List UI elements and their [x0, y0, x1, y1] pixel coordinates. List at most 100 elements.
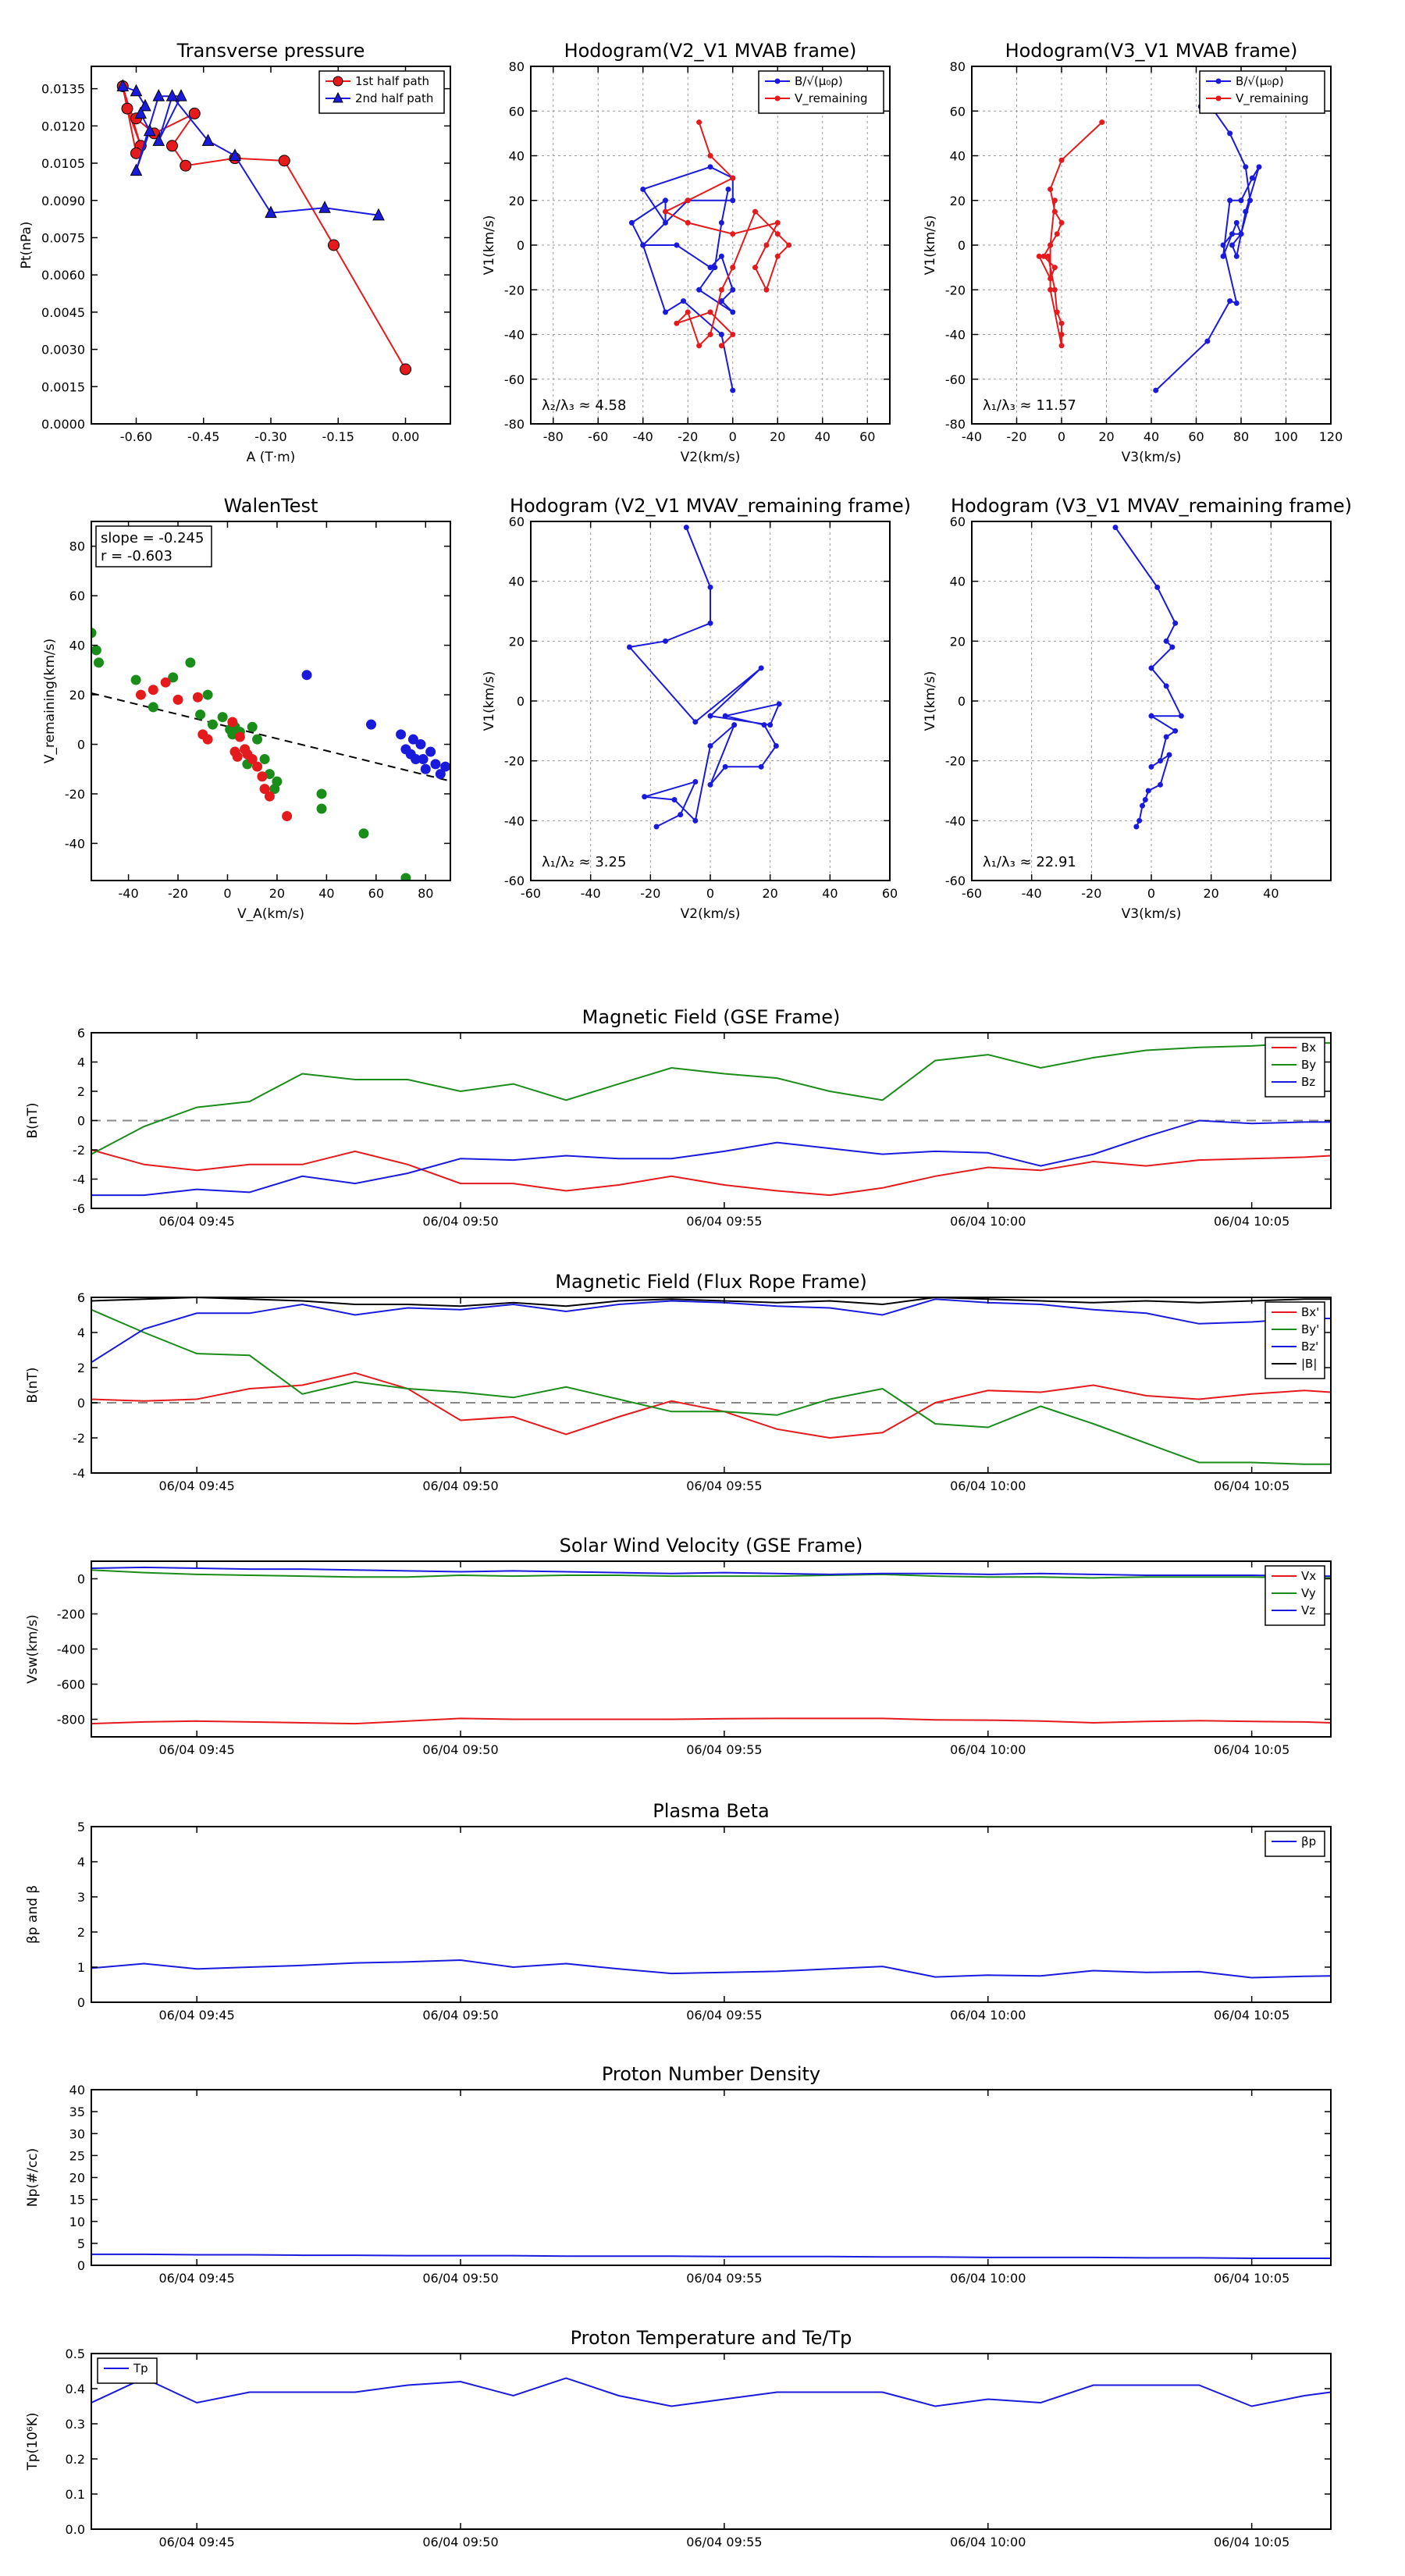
plot-area — [91, 1042, 1331, 1197]
legend: Bx' By' Bz' |B| — [1264, 1301, 1325, 1379]
data-point — [1249, 175, 1255, 181]
series-line — [91, 1959, 1331, 1979]
x-axis-label: V3(km/s) — [1122, 450, 1182, 465]
plot-frame — [91, 1560, 1332, 1738]
data-point — [707, 153, 713, 158]
data-point — [730, 332, 736, 337]
x-tick-label: 20 — [762, 886, 777, 901]
scatter-point — [130, 674, 141, 685]
chart-10: Proton Number Density 06/04 09:45 06/04 09… — [25, 2063, 1332, 2286]
series-Vz — [91, 1566, 1331, 1578]
data-point — [707, 164, 713, 170]
y-tick-label: 0 — [958, 238, 966, 253]
y-tick-label: 2 — [77, 1361, 85, 1375]
scatter-point — [252, 761, 263, 772]
data-point — [1048, 286, 1054, 293]
data-point — [1045, 253, 1051, 259]
y-tick-label: 1 — [77, 1960, 85, 1975]
legend: Vx Vy Vz — [1264, 1565, 1325, 1626]
y-axis-label: B(nT) — [25, 1102, 41, 1138]
scatter-point — [232, 751, 243, 762]
data-point — [642, 794, 648, 800]
x-tick-label: 06/04 09:55 — [686, 2271, 762, 2286]
chart-title: Hodogram (V2_V1 MVAV_remaining frame) — [510, 495, 911, 517]
y-tick-label: 6 — [77, 1290, 85, 1305]
data-point — [165, 89, 179, 101]
y-tick-label: 0.0015 — [41, 379, 85, 394]
x-tick-label: 06/04 09:55 — [686, 1478, 762, 1493]
legend-box — [758, 70, 884, 114]
y-axis-label: V1(km/s) — [923, 671, 938, 731]
annotation-box — [95, 525, 212, 568]
data-point — [718, 332, 724, 337]
scatter-point — [91, 645, 101, 656]
chart-3: WalenTest -40 -20 0 20 40 60 80 -40 -20 0 20 40 60 80 V… — [42, 495, 451, 922]
data-point — [663, 208, 668, 215]
legend-marker — [1215, 95, 1222, 101]
data-point — [278, 155, 290, 167]
x-tick-label: 60 — [882, 886, 898, 901]
data-point — [139, 98, 151, 112]
series-line — [628, 527, 781, 827]
x-axis-label: V2(km/s) — [681, 450, 741, 465]
x-tick-label: 40 — [815, 429, 831, 444]
data-point — [1172, 620, 1179, 626]
series-0 — [91, 2253, 1331, 2259]
data-point — [692, 817, 699, 824]
data-point — [121, 102, 133, 115]
scatter-point — [358, 828, 369, 839]
plot-frame — [91, 521, 451, 881]
x-tick-label: 06/04 10:05 — [1214, 1478, 1289, 1493]
chart-title: Hodogram(V2_V1 MVAB frame) — [564, 40, 857, 62]
y-axis-label: Np(#/cc) — [25, 2148, 41, 2207]
data-point — [707, 781, 713, 788]
data-point — [707, 332, 713, 337]
x-tick-label: 20 — [1203, 886, 1218, 901]
y-tick-label: 25 — [69, 2148, 85, 2163]
scatter-point — [207, 719, 218, 730]
scatter-point — [91, 628, 97, 639]
legend-label: By — [1301, 1058, 1316, 1072]
y-tick-label: 40 — [69, 2083, 85, 2097]
scatter-point — [316, 803, 327, 814]
x-tick-label: 06/04 09:50 — [422, 2271, 498, 2286]
data-point — [692, 719, 699, 725]
x-tick-label: 06/04 09:45 — [158, 2535, 234, 2549]
scatter-point — [148, 702, 158, 713]
data-point — [730, 309, 736, 315]
y-tick-label: 4 — [77, 1055, 85, 1070]
plot-frame — [971, 66, 1332, 425]
y-axis-label: V_remaining(km/s) — [42, 639, 58, 763]
data-point — [1058, 320, 1065, 326]
annotation-line: slope = -0.245 — [101, 530, 204, 546]
y-tick-label: 60 — [950, 514, 966, 529]
x-tick-label: -40 — [119, 886, 139, 901]
y-tick-label: 0 — [77, 1995, 85, 2010]
series-Bx — [91, 1149, 1331, 1197]
legend-label: Bx — [1301, 1041, 1316, 1055]
data-point — [707, 584, 713, 590]
y-tick-label: 0.0120 — [41, 119, 85, 133]
data-point — [663, 197, 668, 204]
chart-title: Hodogram (V3_V1 MVAV_remaining frame) — [951, 495, 1352, 517]
plot-frame — [91, 2353, 1332, 2530]
scatter-point — [282, 811, 293, 822]
data-point — [1048, 186, 1054, 192]
scatter-point — [415, 739, 426, 750]
annotation-text: λ₁/λ₃ ≈ 11.57 — [983, 397, 1076, 414]
legend-box — [97, 2357, 158, 2384]
x-tick-label: 06/04 09:55 — [686, 2008, 762, 2023]
data-point — [188, 107, 201, 119]
series-By — [91, 1042, 1331, 1155]
data-point — [1051, 286, 1058, 293]
legend-marker — [774, 95, 781, 101]
y-tick-label: 35 — [69, 2105, 85, 2119]
x-tick-label: -40 — [581, 886, 601, 901]
x-tick-label: 80 — [418, 886, 433, 901]
data-point — [767, 722, 774, 728]
y-tick-label: 2 — [77, 1925, 85, 1940]
data-point — [718, 219, 724, 226]
y-tick-label: -4 — [73, 1172, 85, 1187]
legend-label: By' — [1301, 1322, 1319, 1336]
